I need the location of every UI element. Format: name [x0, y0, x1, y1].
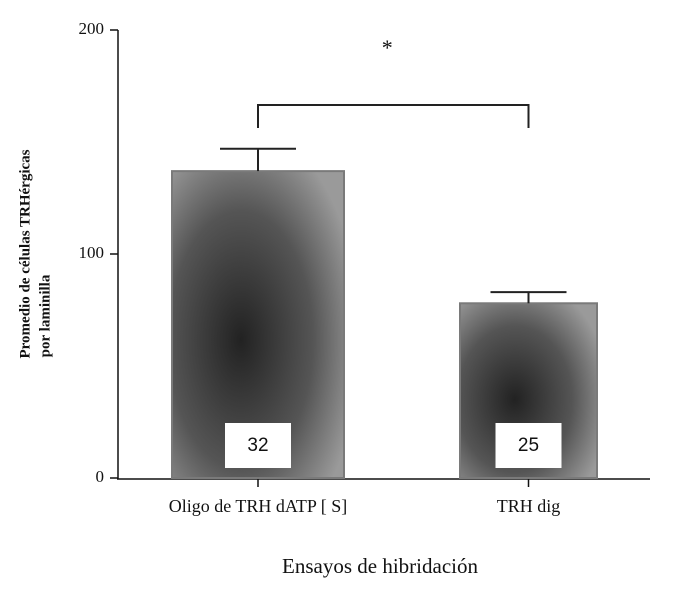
y-tick-label: 200	[79, 19, 105, 38]
x-tick-label: TRH dig	[497, 496, 561, 516]
y-tick-label: 0	[96, 467, 105, 486]
label-box	[495, 423, 562, 468]
x-axis-label: Ensayos de hibridación	[282, 554, 478, 578]
label-box	[225, 423, 291, 468]
significance-bracket	[257, 104, 530, 128]
bar-label: 32	[247, 435, 268, 456]
x-tick-label: Oligo de TRH dATP [ S]	[169, 496, 348, 516]
y-axis-label: por laminilla	[37, 274, 53, 357]
y-axis-label: Promedio de células TRHérgicas	[17, 149, 33, 358]
significance-label: *	[382, 35, 393, 60]
y-tick-label: 100	[79, 243, 105, 262]
bar-label: 25	[518, 435, 539, 456]
